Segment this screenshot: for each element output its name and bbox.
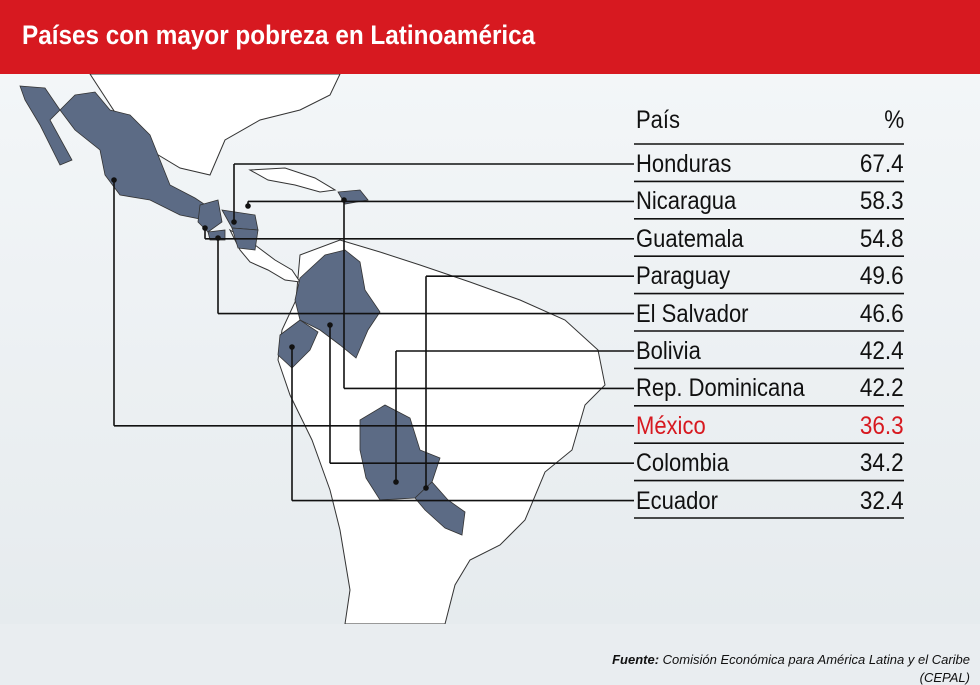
poverty-value: 46.6 xyxy=(860,299,904,328)
country-name: México xyxy=(636,411,706,440)
country-name: Honduras xyxy=(636,150,732,178)
leader-dot xyxy=(341,197,347,203)
poverty-value: 67.4 xyxy=(860,150,904,178)
ecuador-shape xyxy=(277,319,319,369)
table-row: Guatemala 54.8 xyxy=(634,221,904,258)
poverty-value: 58.3 xyxy=(860,187,904,216)
table-header: País % xyxy=(634,102,904,139)
table-row: Colombia 34.2 xyxy=(634,445,904,482)
cuba-land xyxy=(248,167,337,193)
country-name: Rep. Dominicana xyxy=(636,374,805,403)
leader-dot xyxy=(393,479,399,485)
poverty-value: 42.4 xyxy=(860,337,904,365)
leader-dot xyxy=(231,219,237,225)
table-separators xyxy=(634,143,904,519)
source-text: Comisión Económica para América Latina y… xyxy=(662,652,970,667)
country-name: Guatemala xyxy=(636,224,744,253)
leader-dot xyxy=(202,225,208,231)
poverty-value: 36.3 xyxy=(860,411,904,440)
poverty-value: 32.4 xyxy=(860,486,904,515)
honduras-shape xyxy=(221,209,259,231)
table-row: Rep. Dominicana 42.2 xyxy=(634,370,904,407)
leader-dot xyxy=(245,203,251,209)
table-row: Paraguay 49.6 xyxy=(634,258,904,295)
table-row: Nicaragua 58.3 xyxy=(634,183,904,220)
page-title: Países con mayor pobreza en Latinoaméric… xyxy=(22,20,536,50)
poverty-value: 34.2 xyxy=(860,449,904,478)
table-row: El Salvador 46.6 xyxy=(634,296,904,333)
leader-dot xyxy=(327,322,333,328)
country-name: Nicaragua xyxy=(636,187,737,216)
guatemala-shape xyxy=(197,199,223,233)
leader-dot xyxy=(289,344,295,350)
mexico-shape xyxy=(19,85,211,221)
poverty-value: 42.2 xyxy=(860,374,904,403)
leader-dot xyxy=(111,177,117,183)
country-name: Bolivia xyxy=(636,337,701,365)
country-name: Ecuador xyxy=(636,486,718,515)
latin-america-map xyxy=(19,74,904,624)
paraguay-shape xyxy=(414,481,466,536)
leader-lines xyxy=(111,163,634,502)
country-name: Colombia xyxy=(636,449,729,478)
source-label: Fuente: xyxy=(612,652,660,667)
country-name: El Salvador xyxy=(636,299,749,328)
source-note-2: (CEPAL) xyxy=(919,670,970,685)
percent-column-header: % xyxy=(883,106,904,134)
country-column-header: País xyxy=(636,106,681,134)
leader-dot xyxy=(215,235,221,241)
table-row: México 36.3 xyxy=(634,408,904,445)
infographic-canvas: País % Honduras 67.4 Nicaragua 58.3 Guatemal… xyxy=(0,74,980,685)
table-row: Bolivia 42.4 xyxy=(634,333,904,370)
header-bar: Países con mayor pobreza en Latinoaméric… xyxy=(0,0,980,74)
poverty-value: 54.8 xyxy=(860,224,904,253)
leader-dot xyxy=(423,485,429,491)
country-name: Paraguay xyxy=(636,262,731,291)
source-note: Fuente: Comisión Económica para América … xyxy=(612,652,970,667)
table-row: Ecuador 32.4 xyxy=(634,483,904,520)
table-row: Honduras 67.4 xyxy=(634,146,904,183)
poverty-value: 49.6 xyxy=(860,262,904,291)
